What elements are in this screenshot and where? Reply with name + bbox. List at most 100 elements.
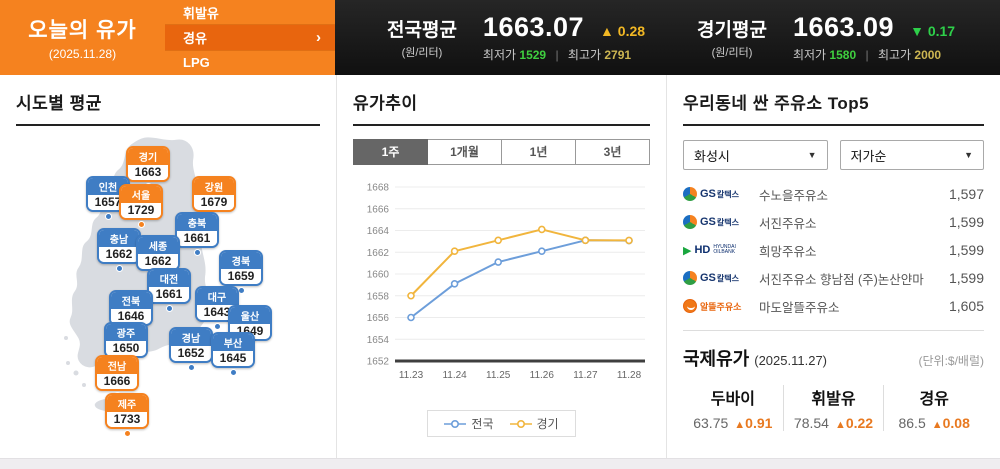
map-region-전북[interactable]: 전북 1646 xyxy=(109,290,153,334)
region-price: 1661 xyxy=(149,287,189,302)
station-name[interactable]: 서진주유소 향남점 (주)논산얀마 xyxy=(759,272,924,287)
intl-item-value: 63.75 xyxy=(693,415,729,431)
station-row[interactable]: 알뜰주유소 마도알뜰주유소 1,605 xyxy=(683,292,984,320)
gyeonggi-min-value: 1580 xyxy=(829,48,857,62)
international-items: 두바이 63.75 ▲0.91 휘발유 78.54 ▲0.22 경유 86.5 ▲0.08 xyxy=(683,385,984,431)
map-region-대전[interactable]: 대전 1661 xyxy=(147,268,191,312)
gs-caltex-logo-icon xyxy=(683,215,697,229)
intl-item-name: 경유 xyxy=(919,391,949,408)
intl-item-change: ▲0.22 xyxy=(834,415,874,431)
national-unit-label: (원/리터) xyxy=(401,47,443,59)
region-price: 1652 xyxy=(171,346,211,361)
gyeonggi-max-label: 최고가 xyxy=(877,48,912,62)
gyeonggi-unit-label: (원/리터) xyxy=(711,47,753,59)
intl-item-경유: 경유 86.5 ▲0.08 xyxy=(883,385,984,431)
national-max-label: 최고가 xyxy=(567,48,602,62)
region-name: 경북 xyxy=(221,252,261,269)
map-region-광주[interactable]: 광주 1650 xyxy=(104,322,148,366)
period-tab-1주[interactable]: 1주 xyxy=(353,139,428,165)
sort-select[interactable]: 저가순 ▼ xyxy=(839,140,984,170)
station-row[interactable]: ▶ HD HYUNDAI OILBANK 희망주유소 1,599 xyxy=(683,236,984,264)
legend-marker-icon xyxy=(444,419,467,428)
fuel-tab-휘발유[interactable]: 휘발유 xyxy=(165,0,335,26)
chevron-right-icon: › xyxy=(316,28,321,46)
map-region-충북[interactable]: 충북 1661 xyxy=(175,212,219,256)
station-row[interactable]: GS칼텍스 수노을주유소 1,597 xyxy=(683,180,984,208)
intl-item-value: 78.54 xyxy=(793,415,829,431)
gs-caltex-logo-icon xyxy=(683,187,697,201)
region-price: 1661 xyxy=(177,231,217,246)
intl-item-두바이: 두바이 63.75 ▲0.91 xyxy=(683,385,783,431)
station-row[interactable]: GS칼텍스 서진주유소 향남점 (주)논산얀마 1,599 xyxy=(683,264,984,292)
station-name[interactable]: 마도알뜰주유소 xyxy=(759,300,840,315)
period-tab-1개월[interactable]: 1개월 xyxy=(428,139,502,165)
map-region-경북[interactable]: 경북 1659 xyxy=(219,250,263,294)
station-name[interactable]: 서진주유소 xyxy=(759,216,817,231)
period-tab-3년[interactable]: 3년 xyxy=(576,139,650,165)
map-region-부산[interactable]: 부산 1645 xyxy=(211,332,255,376)
region-price: 1659 xyxy=(221,269,261,284)
region-price: 1650 xyxy=(106,341,146,356)
map-region-강원[interactable]: 강원 1679 xyxy=(192,176,236,220)
region-price: 1645 xyxy=(213,351,253,366)
region-name: 대구 xyxy=(197,288,237,305)
map-region-전남[interactable]: 전남 1666 xyxy=(95,355,139,399)
gyeonggi-change: ▼ 0.17 xyxy=(910,23,956,39)
gyeonggi-average-label: 경기평균 xyxy=(697,20,767,41)
trend-chart: 1652 1654 1656 1658 1660 1662 1664 1666 1668 11.2… xyxy=(367,183,645,381)
region-marker-dot xyxy=(104,213,112,220)
gyeonggi-min-label: 최저가 xyxy=(792,48,827,62)
region-name: 인천 xyxy=(88,178,128,195)
map-region-서울[interactable]: 서울 1729 xyxy=(119,184,163,228)
map-region-충남[interactable]: 충남 1662 xyxy=(97,228,141,272)
svg-text:1658: 1658 xyxy=(367,291,390,302)
map-region-경남[interactable]: 경남 1652 xyxy=(169,327,213,371)
national-min-label: 최저가 xyxy=(482,48,517,62)
map-region-대구[interactable]: 대구 1643 xyxy=(195,286,239,330)
date-label: (2025.11.28) xyxy=(48,47,117,61)
station-name[interactable]: 희망주유소 xyxy=(759,244,817,259)
region-name: 서울 xyxy=(121,186,161,203)
intl-item-value: 86.5 xyxy=(898,415,926,431)
svg-text:11.25: 11.25 xyxy=(486,370,511,381)
korea-map-container: 경기 1663 인천 1657 서울 1729 강원 1679 충북 1661 충남 1662 세종 16… xyxy=(0,125,337,455)
period-tab-1년[interactable]: 1년 xyxy=(502,139,576,165)
svg-text:1662: 1662 xyxy=(367,248,390,259)
intl-item-change: ▲0.91 xyxy=(734,415,773,431)
region-name: 강원 xyxy=(194,178,234,195)
gs-caltex-logo: GS칼텍스 xyxy=(683,187,749,201)
svg-text:11.28: 11.28 xyxy=(617,370,642,381)
period-tab-list: 1주 1개월 1년 3년 xyxy=(353,139,650,165)
regional-panel-title: 시도별 평균 xyxy=(16,89,320,126)
app-title-block: 오늘의 유가 (2025.11.28) xyxy=(0,0,165,75)
region-name: 경기 xyxy=(128,148,168,165)
national-min-value: 1529 xyxy=(519,48,547,62)
station-row[interactable]: GS칼텍스 서진주유소 1,599 xyxy=(683,208,984,236)
fuel-tab-경유[interactable]: 경유 › xyxy=(165,25,335,51)
price-trend-panel: 유가추이 1주 1개월 1년 3년 1652 1654 1656 1658 1660 1662 1… xyxy=(337,75,667,458)
region-name: 대전 xyxy=(149,270,189,287)
region-select[interactable]: 화성시 ▼ xyxy=(683,140,828,170)
region-price: 1662 xyxy=(138,254,178,269)
national-change: ▲ 0.28 xyxy=(600,23,646,39)
svg-text:11.23: 11.23 xyxy=(399,370,424,381)
legend-item-전국: 전국 xyxy=(444,415,494,432)
station-name[interactable]: 수노을주유소 xyxy=(759,188,829,203)
national-average-label: 전국평균 xyxy=(387,20,457,41)
intl-item-name: 휘발유 xyxy=(811,391,856,408)
region-marker-dot xyxy=(229,369,237,376)
hd-arrow-icon: ▶ xyxy=(683,244,692,257)
region-price: 1646 xyxy=(111,309,151,324)
national-max-value: 2791 xyxy=(604,48,632,62)
gs-caltex-logo: GS칼텍스 xyxy=(683,215,749,229)
fuel-tab-list: 휘발유 경유 › LPG xyxy=(165,0,335,75)
station-price: 1,599 xyxy=(948,214,984,230)
up-arrow-icon: ▲ xyxy=(734,419,746,431)
region-marker-dot xyxy=(115,265,123,272)
page-bottom-strip xyxy=(0,458,1000,469)
hd-hyundai-oilbank-logo: ▶ HD HYUNDAI OILBANK xyxy=(683,244,736,257)
intl-item-휘발유: 휘발유 78.54 ▲0.22 xyxy=(782,385,884,431)
fuel-tab-LPG[interactable]: LPG xyxy=(183,55,210,71)
map-region-제주[interactable]: 제주 1733 xyxy=(105,393,149,437)
